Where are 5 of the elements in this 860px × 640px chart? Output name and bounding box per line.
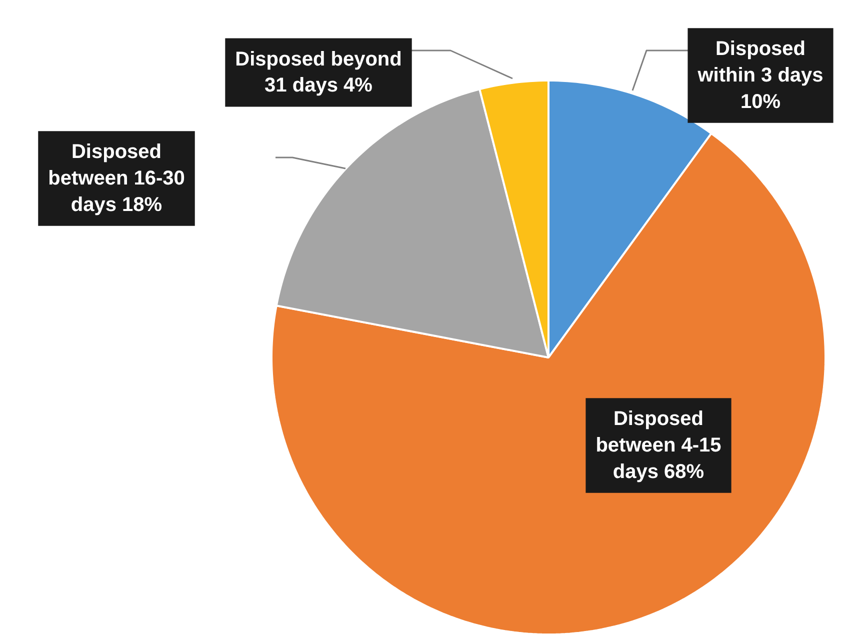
slice-label: Disposed between 4-15 days 68% [596,408,722,483]
slice-label: Disposed beyond 31 days 4% [235,48,402,97]
slice-label: Disposed between 16-30 days 18% [48,141,185,216]
data-label: 10% [740,90,781,113]
slice-label: Disposed within 3 days [696,38,824,86]
